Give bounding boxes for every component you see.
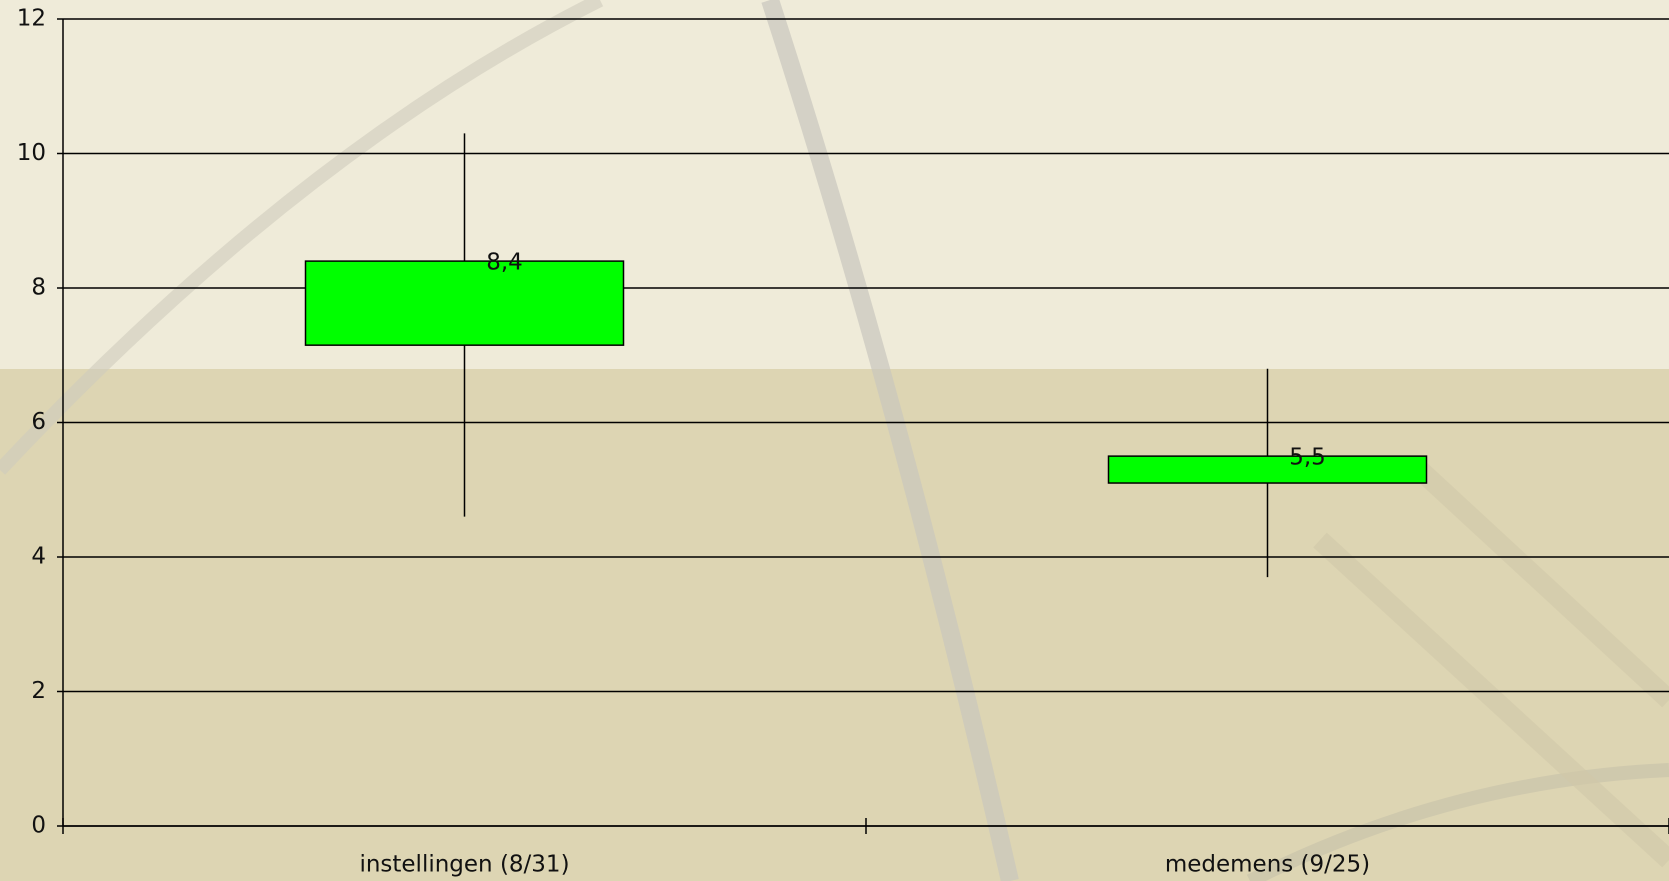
data-label: 5,5 — [1289, 445, 1326, 471]
background-bottom — [0, 369, 1669, 881]
y-tick-label: 0 — [31, 813, 46, 839]
candle-body — [304, 260, 625, 346]
data-label: 8,4 — [486, 250, 523, 276]
y-tick-label: 2 — [31, 678, 46, 704]
candle-body — [1107, 455, 1428, 484]
y-tick-label: 10 — [17, 140, 46, 166]
x-tick-label: instellingen (8/31) — [359, 852, 569, 878]
x-tick-label: medemens (9/25) — [1165, 852, 1370, 878]
y-tick-label: 4 — [31, 544, 46, 570]
y-tick-label: 6 — [31, 409, 46, 435]
y-tick-label: 8 — [31, 275, 46, 301]
decoration — [1313, 462, 1669, 868]
plot: 0 2 4 6 8 10 12 8,4 instellingen (8/31) 5,5 medeme… — [17, 6, 1669, 878]
y-tick-label: 12 — [17, 6, 46, 32]
decoration — [0, 0, 604, 475]
decoration — [1246, 763, 1669, 881]
decoration — [761, 0, 1019, 881]
